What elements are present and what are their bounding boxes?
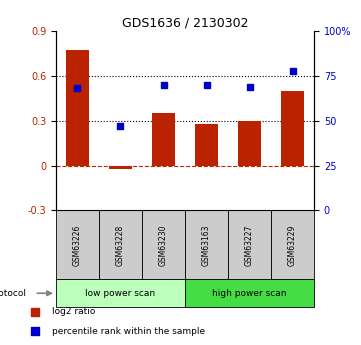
Bar [56, 210, 99, 279]
Text: GSM63163: GSM63163 [202, 224, 211, 266]
Bar [195, 124, 218, 166]
Text: GSM63227: GSM63227 [245, 224, 254, 266]
Bar [185, 279, 314, 307]
Bar [271, 210, 314, 279]
Bar [152, 113, 175, 166]
Text: GSM63230: GSM63230 [159, 224, 168, 266]
Text: low power scan: low power scan [86, 289, 156, 298]
Bar [228, 210, 271, 279]
Bar [238, 121, 261, 166]
Point [290, 68, 295, 73]
Bar [281, 91, 304, 166]
Point [247, 84, 252, 89]
Point [161, 82, 166, 88]
Bar [185, 210, 228, 279]
Text: log2 ratio: log2 ratio [52, 307, 96, 316]
Bar [109, 166, 132, 169]
Bar [142, 210, 185, 279]
Text: GSM63228: GSM63228 [116, 224, 125, 266]
Point [204, 82, 209, 88]
Text: protocol: protocol [0, 289, 26, 298]
Title: GDS1636 / 2130302: GDS1636 / 2130302 [122, 17, 248, 30]
Bar [99, 210, 142, 279]
Point [75, 86, 81, 91]
Point [118, 124, 123, 129]
Text: percentile rank within the sample: percentile rank within the sample [52, 327, 205, 336]
Bar [66, 50, 89, 166]
Text: GSM63226: GSM63226 [73, 224, 82, 266]
Text: GSM63229: GSM63229 [288, 224, 297, 266]
Bar [56, 279, 185, 307]
Text: high power scan: high power scan [212, 289, 287, 298]
